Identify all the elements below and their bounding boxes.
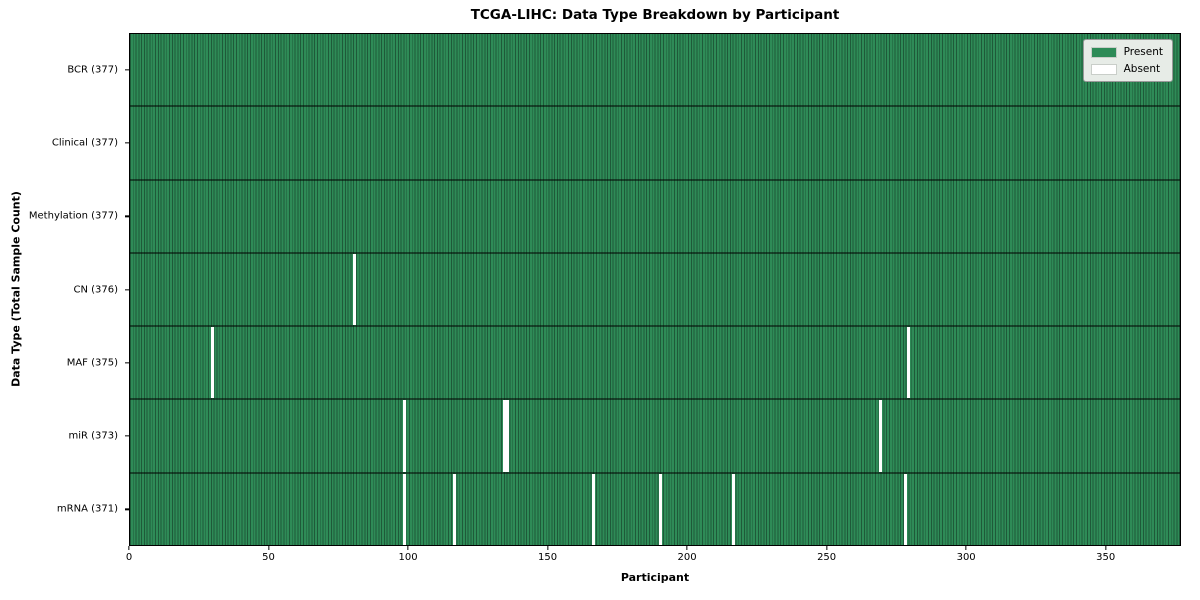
x-tick-mark xyxy=(1105,546,1107,550)
x-tick-mark xyxy=(686,546,688,550)
plot-area: Present Absent xyxy=(129,33,1181,546)
absent-bar xyxy=(402,400,406,472)
x-tick-mark xyxy=(128,546,130,550)
absent-bar xyxy=(907,327,911,399)
absent-bar xyxy=(592,473,596,545)
row-Methylation xyxy=(130,178,1180,252)
x-axis-ticks: 0 50 100 150 200 250 300 350 xyxy=(125,546,1181,576)
legend-swatch xyxy=(1090,46,1117,58)
x-tick-mark xyxy=(546,546,549,550)
y-tick-label: CN (376) xyxy=(73,284,118,295)
x-tick-mark xyxy=(965,546,967,550)
absent-bar xyxy=(453,473,457,545)
y-axis-tick-labels: BCR (377) Clinical (377) Methylation (377)… xyxy=(0,33,129,546)
x-tick-label: 200 xyxy=(677,552,697,563)
x-tick-label: 100 xyxy=(398,552,418,563)
y-tick-label: BCR (377) xyxy=(67,64,118,76)
y-tick-label: Methylation (377) xyxy=(28,210,118,222)
row-MAF xyxy=(130,325,1180,399)
absent-bar xyxy=(904,473,908,545)
legend-swatch xyxy=(1090,63,1117,75)
y-tick-label: mRNA (371) xyxy=(56,503,118,515)
row-BCR xyxy=(130,34,1180,106)
absent-bar xyxy=(505,400,509,472)
absent-bar xyxy=(503,400,507,472)
x-tick-label: 50 xyxy=(262,552,275,563)
y-tick-label: Clinical (377) xyxy=(51,137,118,149)
absent-bar xyxy=(731,473,735,545)
y-tick-mark xyxy=(125,68,129,71)
legend-label: Present xyxy=(1123,46,1163,58)
absent-bar xyxy=(879,400,883,472)
y-tick-mark xyxy=(125,215,129,217)
x-axis-label: Participant xyxy=(620,571,690,584)
x-tick-label: 0 xyxy=(125,552,133,563)
y-tick-mark xyxy=(125,508,129,510)
legend: Present Absent xyxy=(1082,39,1173,82)
x-tick-mark xyxy=(407,546,409,550)
absent-bar xyxy=(659,473,663,545)
x-tick-label: 350 xyxy=(1096,552,1116,563)
chart-title: TCGA-LIHC: Data Type Breakdown by Partic… xyxy=(470,7,840,23)
y-tick-label: MAF (375) xyxy=(66,357,118,369)
x-tick-mark xyxy=(825,546,828,550)
row-miR xyxy=(130,398,1180,472)
y-tick-mark xyxy=(125,362,129,364)
legend-item-present: Present xyxy=(1090,46,1163,58)
legend-label: Absent xyxy=(1123,63,1161,75)
row-Clinical xyxy=(130,105,1180,179)
x-tick-mark xyxy=(267,546,270,550)
absent-bar xyxy=(352,253,356,326)
legend-item-absent: Absent xyxy=(1090,63,1163,75)
row-mRNA xyxy=(130,471,1180,545)
x-tick-label: 300 xyxy=(956,552,976,563)
y-tick-mark xyxy=(125,142,129,144)
absent-bar xyxy=(210,327,214,399)
x-tick-label: 150 xyxy=(538,552,558,563)
y-tick-mark xyxy=(125,288,129,291)
row-CN xyxy=(130,251,1180,326)
y-tick-mark xyxy=(125,435,129,437)
absent-bar xyxy=(402,473,406,545)
x-tick-label: 250 xyxy=(817,552,837,563)
y-tick-label: miR (373) xyxy=(68,430,118,442)
